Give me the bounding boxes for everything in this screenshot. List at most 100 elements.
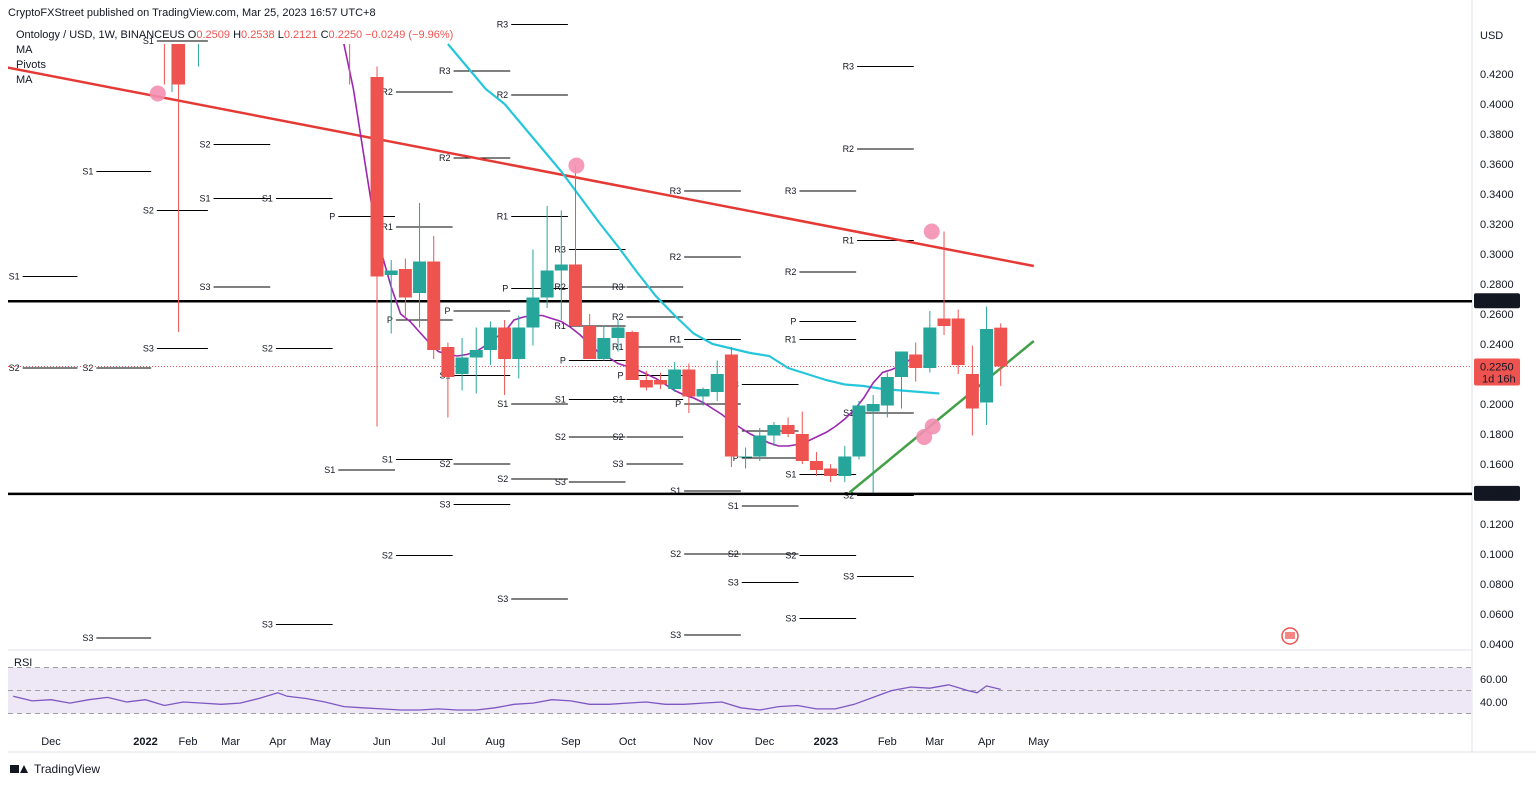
indicator-ma-2[interactable]: MA (16, 74, 33, 86)
candle-up[interactable] (455, 357, 469, 375)
time-tick-label: Jun (373, 736, 391, 748)
indicator-pivots[interactable]: Pivots (16, 59, 46, 71)
candle-up[interactable] (838, 456, 852, 477)
pivot-label-p: P (329, 212, 335, 222)
low-label: L (277, 29, 284, 41)
pivot-label-p: P (675, 399, 681, 409)
pivot-label-s2: S2 (843, 491, 854, 501)
time-tick-label: Jul (431, 736, 445, 748)
pivot-label-s2: S2 (785, 551, 796, 561)
candle-up[interactable] (753, 435, 767, 457)
candle-up[interactable] (866, 404, 880, 412)
pivot-label-r3: R3 (554, 245, 566, 255)
price-tick-label: 0.1000 (1480, 549, 1514, 561)
candle-up[interactable] (483, 327, 497, 351)
resistance-trendline[interactable] (0, 65, 1035, 268)
ma-slow-line[interactable] (447, 43, 940, 395)
candle-up[interactable] (413, 261, 427, 294)
rsi-tick-label: 40.00 (1480, 697, 1508, 709)
candle-down[interactable] (654, 380, 668, 385)
footer-brand[interactable]: TradingView (10, 762, 100, 776)
currency-label: USD (1480, 30, 1503, 42)
candle-up[interactable] (512, 327, 526, 360)
pivot-label-s3: S3 (497, 594, 508, 604)
candle-up[interactable] (668, 369, 682, 390)
open-value: 0.2509 (196, 29, 230, 41)
touch-marker (568, 157, 585, 174)
time-tick-label: Feb (878, 736, 897, 748)
candle-down[interactable] (427, 261, 441, 351)
pivot-label-p: P (560, 356, 566, 366)
candle-up[interactable] (469, 350, 483, 358)
price-tick-label: 0.3000 (1480, 249, 1514, 261)
pivot-label-r2: R2 (843, 144, 855, 154)
candle-down[interactable] (583, 326, 597, 359)
candle-up[interactable] (767, 425, 781, 436)
pivot-label-s2: S2 (728, 549, 739, 559)
candle-up[interactable] (739, 456, 753, 458)
candle-down[interactable] (568, 264, 582, 327)
pivot-label-s3: S3 (785, 614, 796, 624)
candle-down[interactable] (370, 77, 384, 277)
pivot-label-s3: S3 (82, 633, 93, 643)
pivot-label-r1: R1 (843, 236, 855, 246)
us-flag-icon-stripe (1285, 632, 1295, 639)
candle-up[interactable] (696, 389, 710, 397)
pivot-label-r2: R2 (381, 87, 393, 97)
candle-down[interactable] (682, 369, 696, 397)
candle-down[interactable] (824, 468, 838, 477)
pivot-label-s1: S1 (843, 408, 854, 418)
candle-down[interactable] (809, 461, 823, 470)
pivot-label-s3: S3 (843, 572, 854, 582)
candle-up[interactable] (611, 327, 625, 339)
candle-down[interactable] (994, 327, 1008, 367)
candle-up[interactable] (597, 338, 611, 359)
candle-down[interactable] (965, 374, 979, 409)
close-value: 0.2250 (328, 29, 363, 41)
candle-down[interactable] (639, 380, 653, 388)
pivot-label-p: P (502, 284, 508, 294)
candle-down[interactable] (937, 318, 951, 327)
pivot-label-r1: R1 (785, 335, 797, 345)
candle-down[interactable] (172, 44, 186, 85)
candle-up[interactable] (554, 264, 568, 271)
pivot-label-s3: S3 (555, 477, 566, 487)
pivot-label-s1: S1 (143, 36, 154, 46)
indicator-ma-1[interactable]: MA (16, 44, 33, 56)
candle-up[interactable] (880, 377, 894, 406)
rsi-line[interactable] (13, 684, 1001, 711)
ma-fast-line[interactable] (343, 43, 912, 447)
footer-brand-label: TradingView (34, 762, 101, 776)
candle-down[interactable] (909, 354, 923, 369)
candle-down[interactable] (398, 269, 412, 298)
candle-up[interactable] (852, 405, 866, 457)
pivot-label-r2: R2 (612, 312, 624, 322)
time-tick-label: Aug (485, 736, 505, 748)
pivot-label-s1: S1 (497, 399, 508, 409)
candle-up[interactable] (540, 270, 554, 298)
pivot-label-s3: S3 (440, 500, 451, 510)
candle-down[interactable] (498, 327, 512, 360)
price-tick-label: 0.1600 (1480, 459, 1514, 471)
candle-down[interactable] (951, 318, 965, 366)
candle-up[interactable] (384, 270, 398, 276)
candle-up[interactable] (710, 374, 724, 392)
candle-down[interactable] (795, 434, 809, 461)
candle-down[interactable] (625, 332, 639, 380)
pivot-label-r3: R3 (612, 282, 624, 292)
candle-up[interactable] (895, 351, 908, 378)
candle-up[interactable] (980, 329, 994, 403)
level-badge-label: 0.1401 (1480, 489, 1514, 501)
pivot-label-s3: S3 (143, 344, 154, 354)
pivot-label-s1: S1 (200, 194, 211, 204)
price-tick-label: 0.2000 (1480, 399, 1514, 411)
candle-down[interactable] (781, 425, 795, 434)
candle-down[interactable] (724, 354, 738, 457)
level-badge (1474, 293, 1520, 309)
pivot-label-s3: S3 (200, 282, 211, 292)
candle-up[interactable] (923, 327, 937, 369)
candle-up[interactable] (526, 297, 540, 328)
candle-down[interactable] (441, 347, 455, 377)
